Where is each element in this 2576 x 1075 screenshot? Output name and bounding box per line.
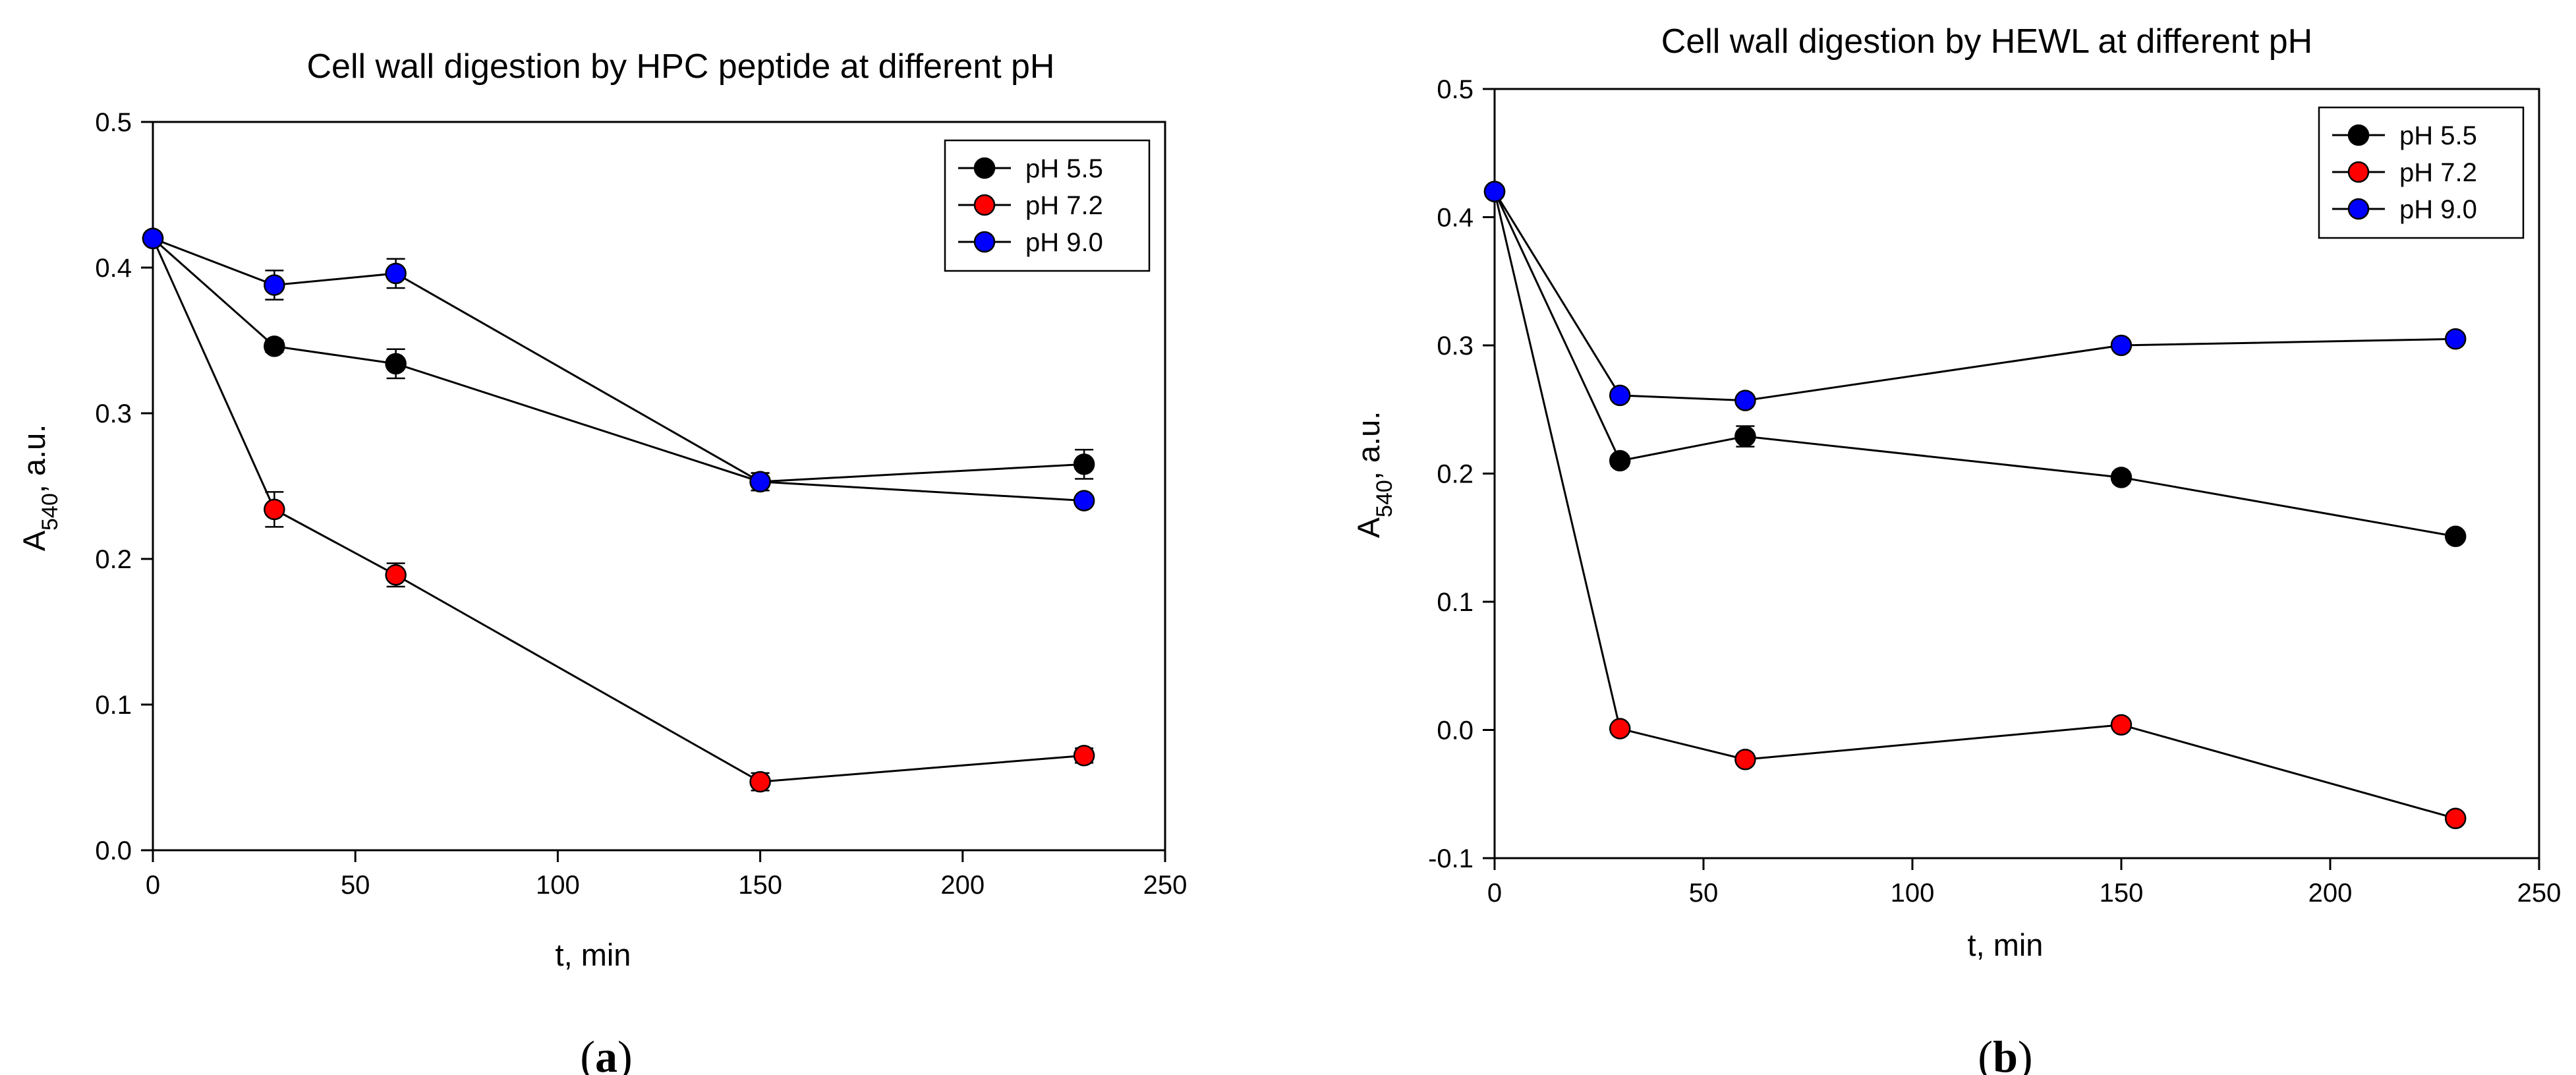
legend-label: pH 7.2 [2399, 158, 2477, 187]
data-point-ph-9-0-t0 [142, 227, 164, 250]
data-point-ph-9-0-t150 [2110, 334, 2132, 357]
panel-label-b: (b) [1978, 1031, 2032, 1075]
y-tick-label: 0.1 [1437, 588, 1474, 617]
data-point-ph-9-0-t60 [1734, 390, 1756, 411]
x-axis-label-b: t, min [1968, 927, 2044, 962]
legend-item-ph-7-2: pH 7.2 [958, 191, 1103, 220]
legend-marker [973, 194, 996, 216]
data-point-ph-5-5-t60 [385, 353, 407, 375]
x-tick-label: 150 [738, 871, 782, 900]
legend-marker [973, 231, 996, 253]
x-tick-label: 50 [1689, 879, 1719, 908]
legend-label: pH 7.2 [1025, 191, 1103, 220]
x-tick-label: 250 [2517, 879, 2562, 908]
y-tick-label: 0.4 [1437, 204, 1474, 233]
data-point-ph-9-0-t230 [1073, 490, 1095, 511]
data-point-ph-5-5-t30 [1609, 450, 1631, 472]
data-point-ph-9-0-t60 [385, 262, 407, 285]
y-tick-label: -0.1 [1428, 844, 1474, 873]
data-point-ph-9-0-t230 [2444, 328, 2467, 350]
x-tick-label: 100 [1891, 879, 1935, 908]
data-point-ph-7-2-t150 [749, 770, 771, 793]
y-tick-label: 0.3 [95, 399, 132, 428]
legend: pH 5.5 pH 7.2 pH 9.0 [2318, 106, 2525, 239]
chart-panel-b: Cell wall digestion by HEWL at different… [1351, 22, 2561, 1075]
legend-marker [973, 157, 996, 179]
chart-title-a: Cell wall digestion by HPC peptide at di… [307, 47, 1055, 86]
x-tick-label: 50 [341, 871, 370, 900]
data-point-ph-5-5-t30 [264, 335, 285, 357]
legend-label: pH 5.5 [2399, 121, 2477, 150]
legend-item-ph-9-0: pH 9.0 [958, 228, 1103, 257]
y-tick-label: 0.0 [1437, 716, 1474, 745]
plot-frame [152, 121, 1166, 852]
data-point-ph-9-0-t0 [1483, 181, 1506, 202]
legend-label: pH 9.0 [1025, 228, 1103, 257]
data-point-ph-5-5-t60 [1734, 425, 1756, 448]
y-tick-label: 0.2 [95, 545, 132, 574]
data-point-ph-7-2-t230 [1073, 745, 1095, 767]
y-tick-label: 0.5 [1437, 75, 1474, 104]
x-tick-label: 100 [536, 871, 580, 900]
legend-item-ph-5-5: pH 5.5 [2332, 121, 2477, 150]
y-tick-label: 0.4 [95, 254, 132, 283]
legend-marker [2347, 161, 2370, 183]
data-point-ph-9-0-t30 [264, 274, 285, 296]
legend-label: pH 5.5 [1025, 154, 1103, 183]
legend-marker [2347, 198, 2370, 220]
y-tick-label: 0.2 [1437, 460, 1474, 489]
chart-panel-a: Cell wall digestion by HPC peptide at di… [16, 47, 1187, 1075]
data-point-ph-7-2-t30 [264, 498, 285, 521]
x-axis-label-a: t, min [556, 937, 631, 972]
data-point-ph-7-2-t30 [1609, 718, 1631, 740]
data-point-ph-5-5-t230 [2444, 525, 2467, 548]
legend: pH 5.5 pH 7.2 pH 9.0 [944, 139, 1151, 272]
data-point-ph-7-2-t60 [1734, 748, 1756, 770]
y-axis-label-a: A540, a.u. [16, 424, 63, 552]
data-point-ph-7-2-t60 [385, 564, 407, 586]
x-tick-label: 150 [2100, 879, 2144, 908]
x-tick-label: 200 [2308, 879, 2353, 908]
legend-marker [2347, 124, 2370, 146]
data-point-ph-5-5-t150 [2110, 467, 2132, 488]
data-point-ph-7-2-t150 [2110, 714, 2132, 736]
data-point-ph-5-5-t230 [1073, 453, 1095, 475]
y-tick-label: 0.5 [95, 108, 132, 137]
panel-label-a: (a) [580, 1031, 632, 1075]
data-point-ph-7-2-t230 [2444, 807, 2467, 829]
data-point-ph-9-0-t150 [749, 471, 771, 493]
chart-title-b: Cell wall digestion by HEWL at different… [1661, 22, 2312, 61]
x-tick-label: 250 [1143, 871, 1188, 900]
y-tick-label: 0.3 [1437, 332, 1474, 361]
x-tick-label: 0 [146, 871, 160, 900]
plot-area-b: 0 50 100 150 200 250 -0.1 0.0 0.1 0.2 0.3 0.4 0.5 pH … [1428, 75, 2561, 908]
x-tick-label: 0 [1487, 879, 1502, 908]
legend-item-ph-7-2: pH 7.2 [2332, 158, 2477, 187]
x-tick-label: 200 [940, 871, 985, 900]
legend-label: pH 9.0 [2399, 195, 2477, 224]
data-point-ph-9-0-t30 [1609, 384, 1631, 407]
y-tick-label: 0.1 [95, 691, 132, 720]
y-tick-label: 0.0 [95, 836, 132, 865]
legend-item-ph-9-0: pH 9.0 [2332, 195, 2477, 224]
y-axis-label-b: A540, a.u. [1351, 411, 1397, 538]
legend-item-ph-5-5: pH 5.5 [958, 154, 1103, 183]
